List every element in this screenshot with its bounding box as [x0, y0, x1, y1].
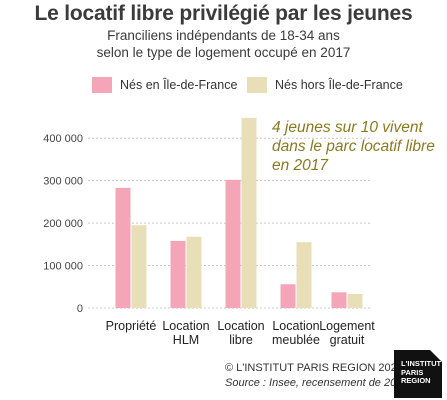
y-tick-label: 400 000: [43, 133, 83, 145]
annotation-line1: 4 jeunes sur 10 vivent: [272, 119, 423, 136]
bar: [131, 225, 147, 308]
chart-title: Le locatif libre privilégié par les jeun…: [34, 2, 413, 25]
annotation-line3: en 2017: [272, 157, 329, 174]
x-tick-label: HLM: [173, 333, 199, 347]
x-tick-label: Location: [272, 319, 319, 333]
y-tick-label: 100 000: [43, 261, 83, 273]
x-tick-label: Logement: [319, 319, 375, 333]
bar: [296, 242, 312, 308]
institut-paris-region-logo: L'INSTITUT PARIS REGION: [394, 350, 442, 398]
chart-subtitle-line1: Franciliens indépendants de 18-34 ans: [107, 28, 340, 43]
bar: [347, 293, 363, 308]
legend-item-nes-hors-idf: Nés hors Île-de-France: [247, 77, 403, 93]
x-tick-label: Location: [162, 319, 209, 333]
y-tick-label: 200 000: [43, 218, 83, 230]
bar: [115, 187, 131, 308]
x-tick-label: meublée: [272, 333, 320, 347]
x-tick-label: libre: [229, 333, 253, 347]
logo-line2: PARIS: [401, 367, 424, 377]
legend-swatch-nes-idf: [92, 77, 112, 93]
bar: [186, 236, 202, 308]
logo-line3: REGION: [401, 376, 431, 385]
y-tick-label: 0: [77, 303, 83, 315]
bar: [170, 240, 186, 308]
legend-swatch-nes-hors-idf: [247, 77, 267, 93]
x-tick-label: Propriété: [106, 319, 157, 333]
legend-label-nes-hors-idf: Nés hors Île-de-France: [275, 78, 403, 92]
legend-label-nes-idf: Nés en Île-de-France: [120, 78, 238, 92]
legend-item-nes-idf: Nés en Île-de-France: [92, 77, 237, 93]
bar: [225, 179, 241, 308]
logo-corner-mark: [430, 350, 442, 362]
copyright-text: © L'INSTITUT PARIS REGION 2021: [225, 362, 403, 374]
logo-line1: L'INSTITUT: [401, 359, 442, 368]
source-text: Source : Insee, recensement de 2017: [225, 377, 409, 389]
chart-subtitle-line2: selon le type de logement occupé en 2017: [96, 45, 351, 60]
bar: [331, 292, 347, 308]
bar: [241, 117, 257, 308]
x-tick-label: Location: [217, 319, 264, 333]
chart-annotation: 4 jeunes sur 10 vivent dans le parc loca…: [272, 118, 442, 175]
y-tick-label: 300 000: [43, 176, 83, 188]
annotation-line2: dans le parc locatif libre: [272, 138, 435, 155]
bar: [280, 284, 296, 308]
x-tick-label: gratuit: [330, 333, 365, 347]
